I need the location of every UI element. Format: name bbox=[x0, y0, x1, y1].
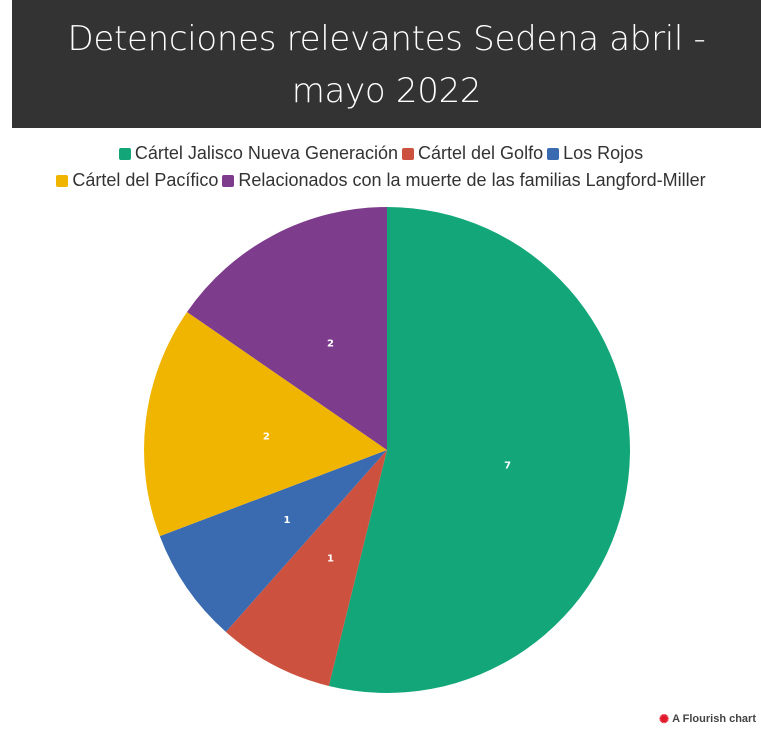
legend-item-langford-miller[interactable]: Relacionados con la muerte de las famili… bbox=[222, 170, 706, 191]
legend-item-cjng[interactable]: Cártel Jalisco Nueva Generación bbox=[118, 143, 399, 164]
legend-label: Los Rojos bbox=[563, 143, 644, 163]
legend-swatch-icon bbox=[56, 174, 69, 187]
chart-title: Detenciones relevantes Sedena abril - ma… bbox=[67, 19, 706, 111]
slice-langford-miller[interactable] bbox=[187, 206, 387, 450]
legend-row-1: Cártel Jalisco Nueva Generación Cártel d… bbox=[117, 140, 645, 167]
legend-item-pacifico[interactable]: Cártel del Pacífico bbox=[56, 170, 218, 191]
slice-cjng[interactable] bbox=[328, 206, 631, 694]
slice-rojos[interactable] bbox=[159, 450, 387, 632]
legend-label: Cártel del Golfo bbox=[418, 143, 544, 163]
legend-item-rojos[interactable]: Los Rojos bbox=[547, 143, 643, 164]
flourish-credit-link[interactable]: ✺ A Flourish chart bbox=[659, 712, 756, 726]
legend-swatch-icon bbox=[402, 147, 415, 160]
legend-swatch-icon bbox=[118, 147, 131, 160]
flourish-logo-icon: ✺ bbox=[659, 712, 670, 726]
slice-golfo-value-label: 1 bbox=[327, 554, 334, 565]
legend-label: Cártel del Pacífico bbox=[72, 170, 219, 190]
slice-pacifico-value-label: 2 bbox=[263, 431, 270, 442]
slice-golfo[interactable] bbox=[225, 450, 387, 686]
slice-langford-miller-value-label: 2 bbox=[327, 338, 334, 349]
legend-item-golfo[interactable]: Cártel del Golfo bbox=[402, 143, 543, 164]
legend-swatch-icon bbox=[222, 174, 235, 187]
slice-rojos-value-label: 1 bbox=[284, 515, 291, 526]
slice-pacifico[interactable] bbox=[144, 311, 387, 537]
title-banner: Detenciones relevantes Sedena abril - ma… bbox=[12, 0, 761, 128]
legend: Cártel Jalisco Nueva Generación Cártel d… bbox=[0, 140, 762, 194]
legend-label: Cártel Jalisco Nueva Generación bbox=[134, 143, 399, 163]
slice-cjng-value-label: 7 bbox=[504, 461, 511, 472]
credit-label: A Flourish chart bbox=[672, 713, 756, 725]
legend-swatch-icon bbox=[547, 147, 560, 160]
legend-label: Relacionados con la muerte de las famili… bbox=[238, 170, 706, 190]
legend-row-2: Cártel del Pacífico Relacionados con la … bbox=[54, 167, 707, 194]
